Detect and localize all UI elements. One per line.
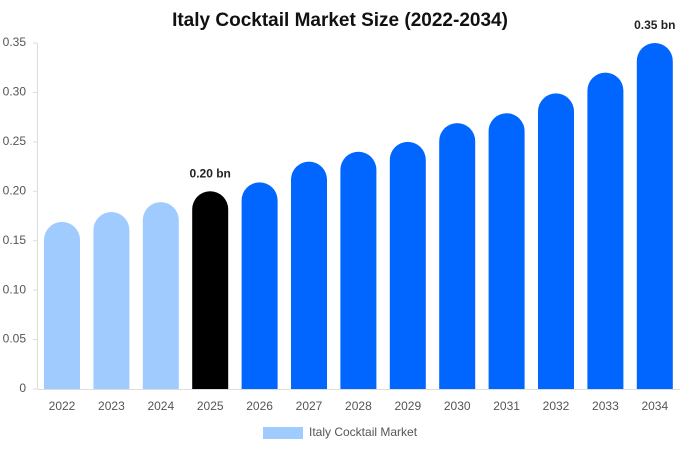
y-tick-label: 0.10: [3, 282, 27, 296]
legend-label: Italy Cocktail Market: [309, 425, 418, 439]
x-tick-label: 2031: [493, 399, 520, 413]
legend-swatch: [263, 427, 303, 439]
y-tick-label: 0.25: [3, 134, 27, 148]
bar: [538, 93, 574, 389]
x-tick-label: 2022: [49, 399, 76, 413]
value-label: 0.35 bn: [634, 18, 675, 32]
x-tick-label: 2029: [394, 399, 421, 413]
x-tick-label: 2025: [197, 399, 224, 413]
x-tick-label: 2034: [641, 399, 668, 413]
value-label: 0.20 bn: [190, 166, 231, 180]
x-tick-label: 2026: [246, 399, 273, 413]
bar: [636, 43, 673, 389]
y-tick-label: 0.30: [3, 85, 27, 99]
x-tick-label: 2033: [592, 399, 619, 413]
bar: [291, 161, 327, 389]
bar: [142, 202, 179, 389]
x-tick-label: 2024: [147, 399, 174, 413]
x-tick-label: 2028: [345, 399, 372, 413]
x-tick-label: 2032: [543, 399, 570, 413]
bar: [587, 72, 624, 390]
bar: [241, 182, 278, 389]
bar: [192, 191, 229, 389]
bar: [44, 221, 80, 389]
x-tick-label: 2030: [444, 399, 471, 413]
x-tick-label: 2027: [296, 399, 323, 413]
y-tick-label: 0: [19, 381, 26, 395]
bar: [93, 212, 130, 389]
y-tick-label: 0.20: [3, 183, 27, 197]
bar: [439, 123, 476, 389]
x-tick-label: 2023: [98, 399, 125, 413]
y-tick-label: 0.15: [3, 233, 27, 247]
bar: [340, 151, 377, 389]
chart-title: Italy Cocktail Market Size (2022-2034): [172, 10, 508, 31]
y-tick-label: 0.05: [3, 332, 27, 346]
bar: [389, 141, 426, 389]
bar: [488, 113, 525, 389]
y-tick-label: 0.35: [3, 35, 27, 49]
